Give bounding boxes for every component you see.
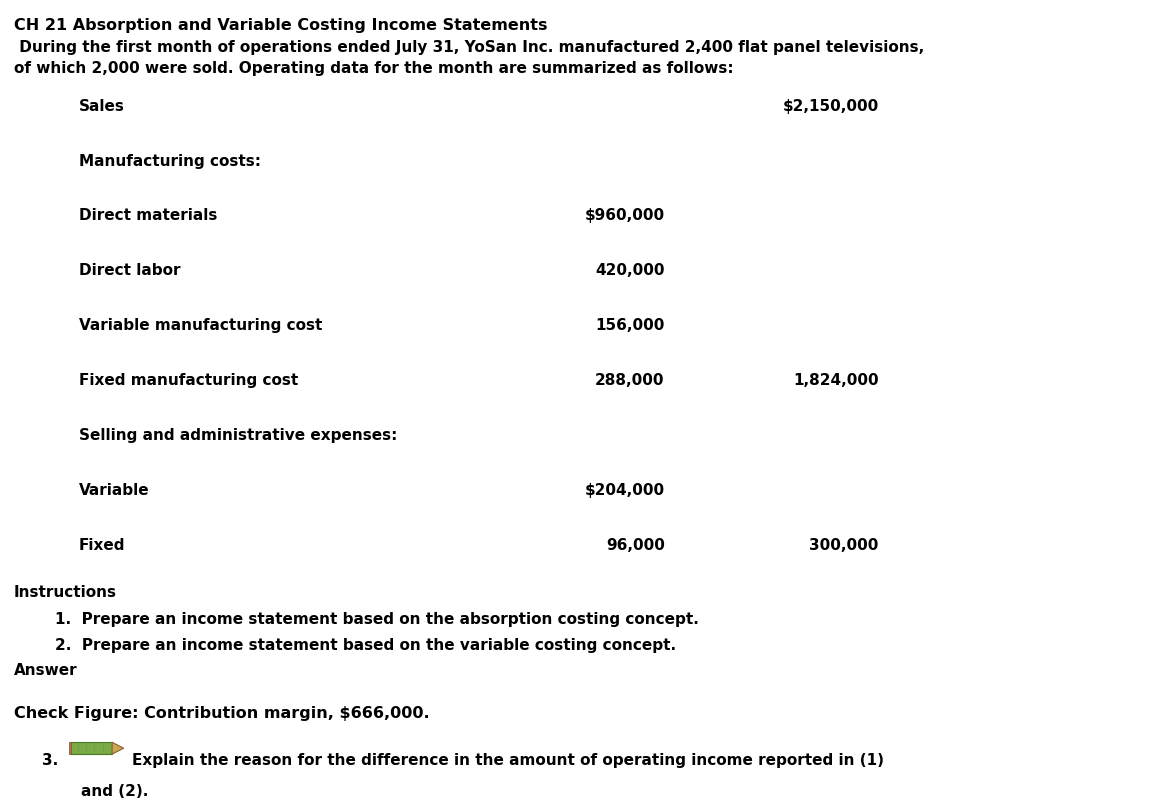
Text: Sales: Sales [79, 99, 125, 114]
Text: 288,000: 288,000 [595, 373, 665, 389]
Text: 3.: 3. [42, 753, 58, 768]
Text: and (2).: and (2). [81, 784, 148, 799]
Text: $204,000: $204,000 [585, 483, 665, 499]
Text: CH 21 Absorption and Variable Costing Income Statements: CH 21 Absorption and Variable Costing In… [14, 18, 548, 33]
Text: 1.  Prepare an income statement based on the absorption costing concept.: 1. Prepare an income statement based on … [55, 612, 699, 627]
Text: Instructions: Instructions [14, 585, 117, 600]
Text: 156,000: 156,000 [595, 318, 665, 334]
Bar [71, 743, 112, 754]
Text: 420,000: 420,000 [595, 263, 665, 279]
Text: 2.  Prepare an income statement based on the variable costing concept.: 2. Prepare an income statement based on … [55, 638, 676, 654]
Text: 1,824,000: 1,824,000 [793, 373, 879, 389]
Text: Fixed manufacturing cost: Fixed manufacturing cost [79, 373, 298, 389]
Text: Variable: Variable [79, 483, 149, 499]
Text: 300,000: 300,000 [809, 538, 879, 553]
Text: 96,000: 96,000 [606, 538, 665, 553]
Text: Direct materials: Direct materials [79, 208, 217, 224]
Text: Explain the reason for the difference in the amount of operating income reported: Explain the reason for the difference in… [132, 753, 884, 768]
Bar [69, 743, 71, 754]
Text: Direct labor: Direct labor [79, 263, 180, 279]
Text: Selling and administrative expenses:: Selling and administrative expenses: [79, 428, 397, 444]
Text: $960,000: $960,000 [585, 208, 665, 224]
Text: of which 2,000 were sold. Operating data for the month are summarized as follows: of which 2,000 were sold. Operating data… [14, 61, 734, 77]
Text: Fixed: Fixed [79, 538, 125, 553]
Polygon shape [112, 743, 124, 754]
Text: Variable manufacturing cost: Variable manufacturing cost [79, 318, 323, 334]
Text: Manufacturing costs:: Manufacturing costs: [79, 154, 260, 169]
Text: Answer: Answer [14, 663, 77, 679]
Text: During the first month of operations ended July 31, YoSan Inc. manufactured 2,40: During the first month of operations end… [14, 40, 924, 56]
Text: Check Figure: Contribution margin, $666,000.: Check Figure: Contribution margin, $666,… [14, 706, 430, 722]
Text: $2,150,000: $2,150,000 [783, 99, 879, 114]
